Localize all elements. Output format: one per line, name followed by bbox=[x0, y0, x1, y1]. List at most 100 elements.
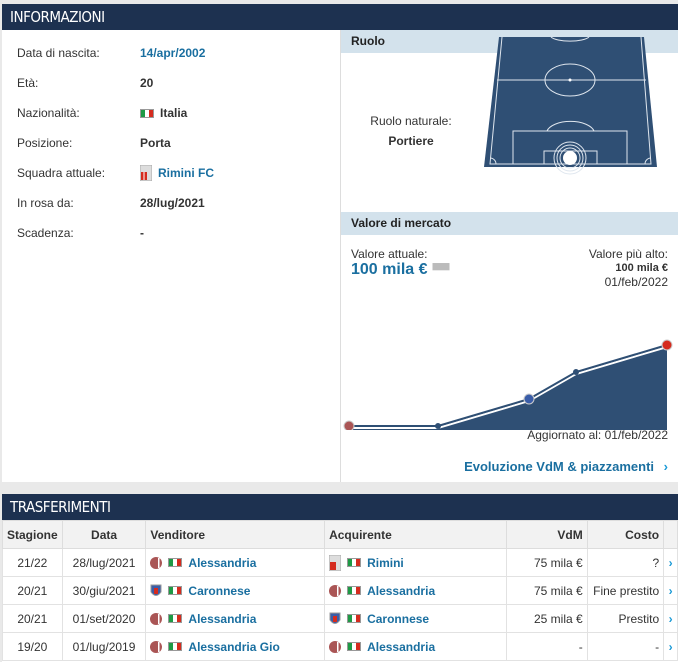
comments-icon[interactable]: ▀▀ bbox=[432, 263, 450, 277]
highest-value: 100 mila € bbox=[615, 262, 668, 274]
role-label: Ruolo naturale: bbox=[370, 114, 452, 128]
pitch-diagram bbox=[484, 36, 657, 175]
italy-flag-icon bbox=[168, 614, 183, 623]
right-column: Ruolo Ruolo naturale: Portiere Valore di… bbox=[341, 30, 678, 482]
info-header: INFORMAZIONI bbox=[2, 4, 678, 30]
chart-point[interactable] bbox=[343, 420, 355, 430]
col-fee: Costo bbox=[586, 520, 665, 549]
club-crest-icon bbox=[150, 640, 163, 653]
info-row-joined: In rosa da: 28/lug/2021 bbox=[17, 196, 205, 210]
info-row-position: Posizione: Porta bbox=[17, 136, 171, 150]
transfer-row[interactable]: 19/20 01/lug/2019 Alessandria Gio Alessa… bbox=[2, 632, 678, 661]
col-season: Stagione bbox=[2, 520, 63, 549]
chart-point[interactable] bbox=[435, 423, 441, 429]
highest-label: Valore più alto: bbox=[588, 247, 668, 261]
season: 20/21 bbox=[2, 576, 63, 605]
club-crest-icon bbox=[329, 584, 342, 597]
from-club-link[interactable]: Alessandria bbox=[188, 611, 257, 626]
to-club-link[interactable]: Alessandria bbox=[367, 583, 436, 598]
club-crest-icon bbox=[150, 584, 162, 596]
from-club-link[interactable]: Caronnese bbox=[188, 583, 251, 598]
value: Porta bbox=[140, 136, 171, 150]
label: Età: bbox=[17, 76, 39, 90]
chart-point[interactable] bbox=[661, 339, 673, 351]
market-evolution-link[interactable]: Evoluzione VdM & piazzamenti › bbox=[464, 459, 668, 474]
value: Italia bbox=[160, 106, 188, 120]
market-value: 25 mila € bbox=[505, 604, 588, 633]
info-row-contract: Scadenza: - bbox=[17, 226, 144, 240]
label: Posizione: bbox=[17, 136, 73, 150]
fee: Fine prestito bbox=[586, 576, 665, 605]
club-crest-icon bbox=[329, 640, 342, 653]
date: 30/giu/2021 bbox=[61, 576, 147, 605]
highest-date: 01/feb/2022 bbox=[604, 275, 668, 289]
season: 21/22 bbox=[2, 548, 63, 577]
italy-flag-icon bbox=[140, 108, 154, 118]
transfers-panel: TRASFERIMENTI Stagione Data Venditore Ac… bbox=[2, 494, 678, 662]
current-club-link[interactable]: Rimini FC bbox=[158, 166, 214, 180]
season: 19/20 bbox=[2, 632, 63, 661]
fee: Prestito bbox=[586, 604, 665, 633]
value: - bbox=[140, 226, 144, 240]
transfer-row[interactable]: 20/21 30/giu/2021 Caronnese Alessandria … bbox=[2, 576, 678, 605]
transfer-row[interactable]: 21/22 28/lug/2021 Alessandria Rimini 75 … bbox=[2, 548, 678, 577]
label: Scadenza: bbox=[17, 226, 74, 240]
label: Data di nascita: bbox=[17, 46, 100, 60]
chevron-right-icon[interactable]: › bbox=[663, 576, 678, 605]
chevron-right-icon[interactable]: › bbox=[663, 604, 678, 633]
chevron-right-icon[interactable]: › bbox=[663, 548, 678, 577]
transfers-table: Stagione Data Venditore Acquirente VdM C… bbox=[2, 520, 678, 661]
club-crest-icon bbox=[150, 612, 163, 625]
season: 20/21 bbox=[2, 604, 63, 633]
label: In rosa da: bbox=[17, 196, 74, 210]
fee: - bbox=[586, 632, 665, 661]
to-club-link[interactable]: Caronnese bbox=[367, 611, 430, 626]
current-value-text: 100 mila € bbox=[351, 261, 428, 278]
chart-point[interactable] bbox=[573, 369, 579, 375]
rimini-crest-icon bbox=[140, 165, 152, 181]
col-arrow bbox=[663, 520, 678, 549]
value: 20 bbox=[140, 76, 154, 90]
from-club-link[interactable]: Alessandria Gio bbox=[188, 639, 280, 654]
updated-date: Aggiornato al: 01/feb/2022 bbox=[527, 428, 668, 442]
chart-point[interactable] bbox=[523, 393, 535, 405]
role-value: Portiere bbox=[388, 134, 434, 148]
transfer-row[interactable]: 20/21 01/set/2020 Alessandria Caronnese … bbox=[2, 604, 678, 633]
date: 01/lug/2019 bbox=[61, 632, 147, 661]
info-row-age: Età: 20 bbox=[17, 76, 153, 90]
italy-flag-icon bbox=[347, 558, 362, 567]
col-to: Acquirente bbox=[324, 520, 507, 549]
info-details: Data di nascita: 14/apr/2002 Età: 20 Nazio… bbox=[2, 30, 341, 482]
market-value: - bbox=[505, 632, 588, 661]
info-panel: INFORMAZIONI Data di nascita: 14/apr/2002… bbox=[2, 4, 678, 482]
col-from: Venditore bbox=[145, 520, 326, 549]
info-row-birthdate: Data di nascita: 14/apr/2002 bbox=[17, 46, 205, 60]
chart-area bbox=[349, 345, 667, 430]
chevron-right-icon[interactable]: › bbox=[663, 632, 678, 661]
col-date: Data bbox=[61, 520, 147, 549]
role-block: Ruolo naturale: Portiere bbox=[341, 114, 481, 148]
market-value-header: Valore di mercato bbox=[341, 212, 678, 235]
italy-flag-icon bbox=[168, 558, 183, 567]
from-club-link[interactable]: Alessandria bbox=[188, 555, 257, 570]
col-mv: VdM bbox=[505, 520, 588, 549]
transfers-header: TRASFERIMENTI bbox=[2, 494, 678, 520]
market-evolution-text[interactable]: Evoluzione VdM & piazzamenti bbox=[464, 459, 655, 474]
to-club-link[interactable]: Rimini bbox=[367, 555, 404, 570]
italy-flag-icon bbox=[168, 642, 183, 651]
label: Squadra attuale: bbox=[17, 166, 106, 180]
birthdate-link[interactable]: 14/apr/2002 bbox=[140, 46, 206, 60]
chevron-right-icon: › bbox=[663, 459, 668, 474]
club-crest-icon bbox=[150, 556, 163, 569]
club-crest-icon bbox=[329, 554, 342, 571]
fee: ? bbox=[586, 548, 665, 577]
market-value: 75 mila € bbox=[505, 548, 588, 577]
to-club-link[interactable]: Alessandria bbox=[367, 639, 436, 654]
date: 28/lug/2021 bbox=[61, 548, 147, 577]
italy-flag-icon bbox=[347, 614, 362, 623]
current-value-label: Valore attuale: bbox=[351, 247, 428, 261]
market-value-chart[interactable] bbox=[341, 300, 678, 430]
label: Nazionalità: bbox=[17, 106, 80, 120]
info-row-nationality: Nazionalità: Italia bbox=[17, 106, 187, 120]
market-value: 75 mila € bbox=[505, 576, 588, 605]
